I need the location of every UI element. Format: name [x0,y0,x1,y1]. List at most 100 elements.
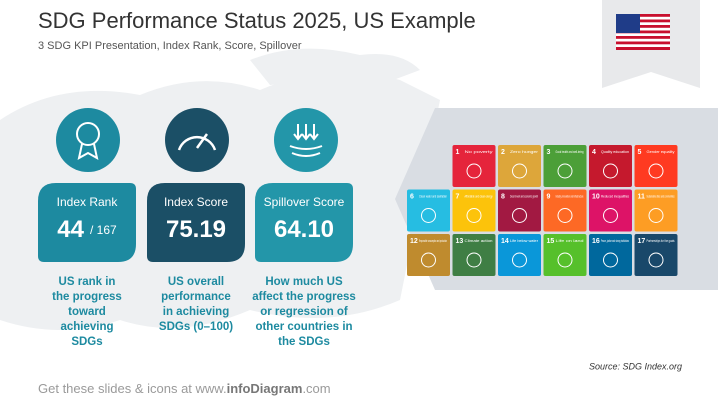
card-description: in achieving [163,306,229,318]
goal-tile [543,234,587,276]
goal-label: Climate action [465,239,493,243]
goal-tile [498,234,541,276]
card-description: toward [68,306,106,318]
goal-tile [452,234,496,276]
goal-tile [634,234,678,276]
goal-icon [557,208,573,223]
goal-number: 3 [547,149,551,156]
goal-label: Gender equality [647,150,675,154]
goal-label: Good health and well-being [556,150,584,154]
score-icon [165,108,229,172]
goal-number: 7 [456,193,460,200]
goal-icon [466,252,482,268]
spillover-icon [274,108,338,172]
card-title: Index Score [164,195,228,209]
card-description: achieving [60,321,113,333]
card-description: the progress [52,291,122,303]
rank-icon [56,108,120,172]
goal-icon [512,208,527,223]
goal-tile [589,234,632,276]
goal-icon [557,252,573,268]
source: Source: SDG Index.org [589,361,682,371]
goal-icon [603,163,618,179]
goal-label: Partnerships for the goals [647,239,675,243]
goal-label: Affordable and clean energy [465,194,493,198]
footer-prefix: Get these slides & icons at www. [38,381,227,396]
goal-label: Peace, justice and strong institutions [601,239,629,243]
card-description: affect the progress [252,291,356,303]
goal-number: 6 [410,193,414,200]
goal-tile [543,189,587,232]
goal-number: 10 [592,193,600,200]
footer-brand: infoDiagram [227,381,303,396]
goal-icon [603,208,618,223]
card-description: or regression of [260,306,348,318]
goal-label: Zero hunger [510,150,539,154]
goal-icon [512,252,527,268]
goal-number: 17 [638,238,646,245]
goal-number: 16 [592,238,600,245]
goal-tile [543,145,587,187]
goal-label: Responsible consumption and production [419,239,447,243]
goal-tile [407,234,450,276]
goal-number: 12 [410,238,418,245]
card-description: performance [161,291,231,303]
card-description: How much US [265,276,343,288]
card-suffix: / 167 [90,223,117,237]
goal-label: Decent work and economic growth [510,194,538,198]
goal-icon [648,208,664,223]
goal-tile [634,145,678,187]
card-number: 44 [57,216,84,243]
card-description: SDGs [71,336,102,348]
card [255,183,353,262]
card-title: Spillover Score [264,195,345,209]
goal-label: Industry, innovation and infrastructure [556,194,584,198]
title: SDG Performance Status 2025, US Example [38,8,476,33]
goal-tile [589,189,632,232]
goal-tile [452,145,496,187]
card-value: 75.19 [166,216,226,243]
goal-tile [589,145,632,187]
card-number: 64.10 [274,216,334,243]
footer: Get these slides & icons at www.infoDiag… [38,381,331,396]
goal-tile [634,189,678,232]
goal-icon [648,252,664,268]
goal-icon [512,163,527,179]
goal-icon [466,163,482,179]
goal-tile [498,145,541,187]
card-description: SDGs (0–100) [159,321,233,333]
card-description: US rank in [59,276,116,288]
goal-icon [648,163,664,179]
goal-tile [498,189,541,232]
card-value: 44 / 167 [57,216,117,243]
goal-label: Quality education [601,150,629,154]
goal-number: 1 [456,149,460,156]
goal-icon [421,252,436,268]
goal-number: 2 [501,149,505,156]
goal-icon [557,163,573,179]
card-number: 75.19 [166,216,226,243]
goal-label: Life on land [556,239,584,243]
card-value: 64.10 [274,216,334,243]
goal-number: 13 [456,238,464,245]
card-description: US overall [168,276,224,288]
goal-icon [603,252,618,268]
goal-number: 14 [501,238,509,245]
subtitle: 3 SDG KPI Presentation, Index Rank, Scor… [38,40,302,52]
goal-label: No poverty [465,150,494,154]
goal-number: 11 [638,193,646,200]
goal-number: 15 [547,238,555,245]
goal-number: 8 [501,193,505,200]
goal-tile [407,189,450,232]
goal-label: Reduced inequalities [601,194,629,198]
goal-icon [421,208,436,223]
card-description: other countries in [255,321,352,333]
goal-tile [452,189,496,232]
card-description: the SDGs [278,336,330,348]
footer-suffix: .com [302,381,330,396]
goal-number: 5 [638,149,642,156]
goal-number: 9 [547,193,551,200]
goal-icon [466,208,482,223]
card-title: Index Rank [57,195,119,209]
